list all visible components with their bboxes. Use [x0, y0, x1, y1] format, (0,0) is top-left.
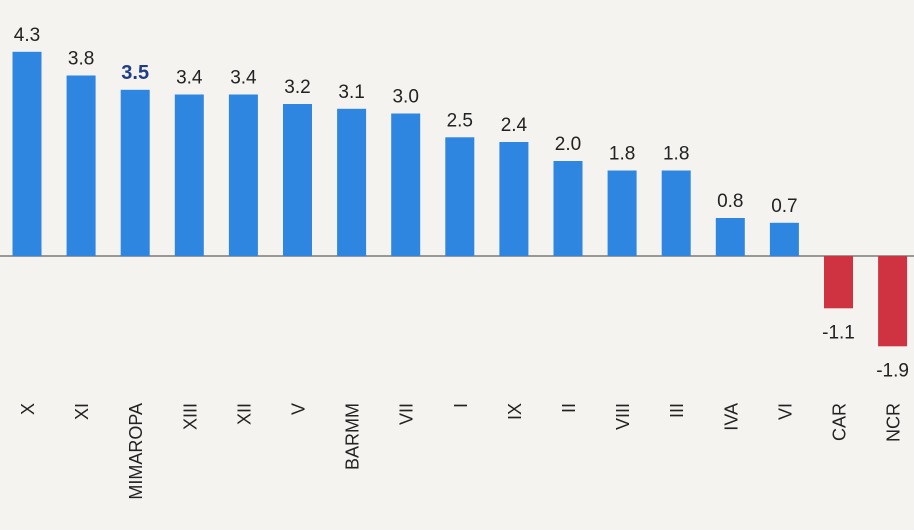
category-label-vi: VI	[775, 403, 795, 420]
value-label-xi: 3.8	[68, 49, 94, 70]
value-label-x: 4.3	[14, 25, 40, 46]
bar-mimaropa	[120, 89, 150, 257]
value-label-ii: 2.0	[555, 134, 581, 155]
value-label-mimaropa: 3.5	[121, 62, 149, 84]
category-label-iva: IVA	[721, 403, 741, 431]
category-label-viii: VIII	[613, 403, 633, 430]
value-labels-group: 4.3 3.8 3.5 3.4 3.4 3.2 3.1 3.0 2.5 2.4 2.0 1.8 1.8 0…	[14, 25, 909, 381]
bar-vi	[769, 222, 799, 257]
bar-xii	[228, 94, 258, 256]
bar-ii	[553, 161, 583, 256]
category-labels-group: X XI MIMAROPA XIII XII V BARMM VII I IX II VIII III I…	[18, 403, 904, 500]
bar-iii	[661, 170, 691, 256]
category-label-i: I	[451, 403, 471, 408]
value-label-xii: 3.4	[230, 68, 257, 89]
value-label-barmm: 3.1	[338, 82, 364, 103]
category-label-barmm: BARMM	[343, 403, 363, 470]
bar-xi	[66, 75, 96, 256]
value-label-iii: 1.8	[663, 144, 689, 165]
bar-car	[824, 256, 853, 309]
bar-vii	[391, 113, 421, 256]
category-label-car: CAR	[830, 403, 850, 441]
category-label-iii: III	[667, 403, 687, 418]
bar-x	[12, 51, 42, 257]
value-label-xiii: 3.4	[176, 68, 203, 89]
value-label-ix: 2.4	[501, 115, 528, 136]
value-label-iva: 0.8	[717, 191, 743, 212]
category-label-xii: XII	[234, 403, 254, 425]
category-label-xi: XI	[72, 403, 92, 420]
bar-iva	[715, 218, 745, 256]
bar-barmm	[337, 108, 367, 257]
value-label-viii: 1.8	[609, 144, 635, 165]
bars-group	[12, 51, 908, 347]
bar-i	[445, 137, 475, 257]
category-label-v: V	[289, 403, 309, 415]
value-label-i: 2.5	[447, 110, 473, 131]
category-label-x: X	[18, 403, 38, 415]
category-label-ii: II	[559, 403, 579, 413]
value-label-vii: 3.0	[392, 87, 418, 108]
bar-ix	[499, 142, 529, 256]
value-label-ncr: -1.9	[876, 360, 909, 381]
bar-v	[283, 104, 312, 256]
value-label-vi: 0.7	[771, 196, 797, 217]
category-label-ncr: NCR	[884, 403, 904, 442]
category-label-mimaropa: MIMAROPA	[126, 403, 146, 500]
category-label-xiii: XIII	[180, 403, 200, 430]
category-label-vii: VII	[397, 403, 417, 425]
value-label-car: -1.1	[822, 322, 855, 343]
category-label-ix: IX	[505, 403, 525, 420]
bar-ncr	[878, 256, 908, 347]
bar-xiii	[174, 94, 204, 256]
value-label-v: 3.2	[284, 77, 310, 98]
bar-viii	[607, 170, 637, 256]
